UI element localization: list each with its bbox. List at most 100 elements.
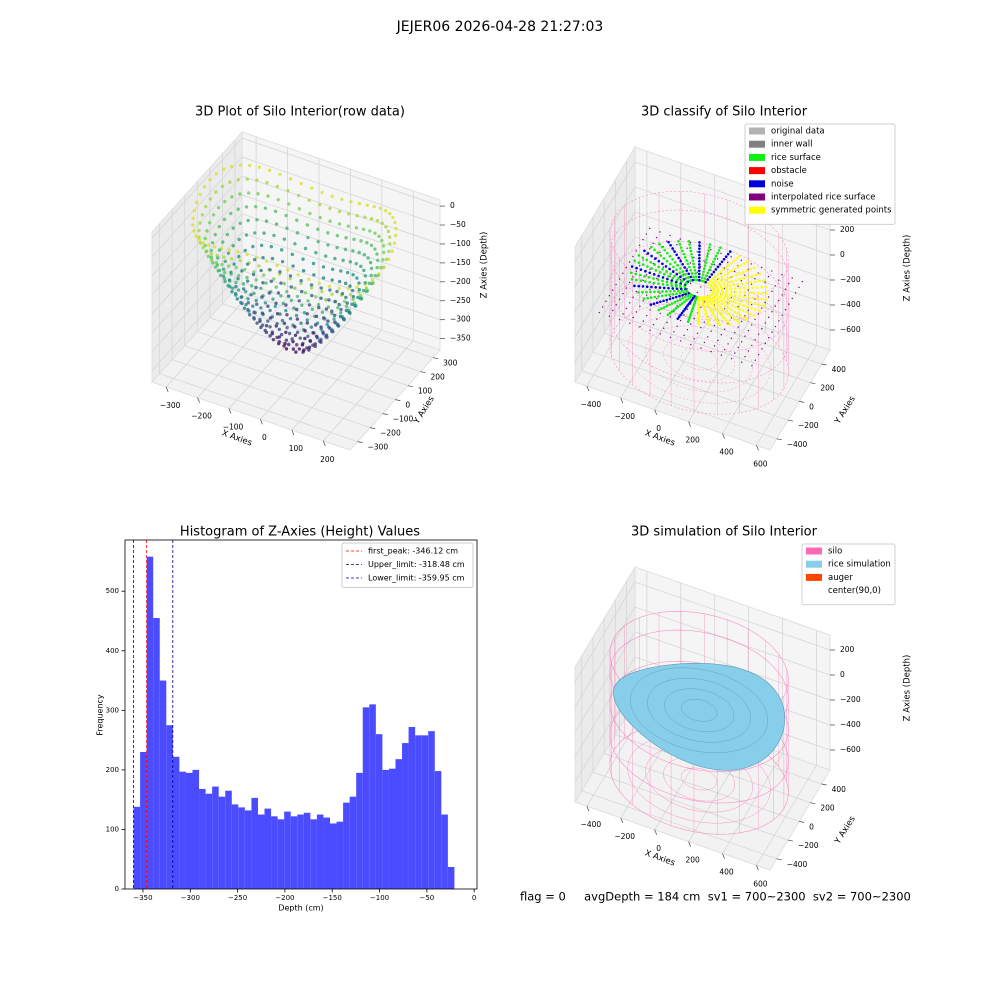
legend-swatch	[749, 193, 765, 201]
decor-point	[637, 254, 641, 257]
decor-point	[764, 301, 766, 304]
decor-point	[650, 267, 653, 270]
tick-mark	[291, 429, 295, 436]
decor-point	[671, 247, 674, 250]
decor-point	[714, 279, 717, 282]
grid-line	[722, 198, 783, 434]
decor-point	[751, 344, 753, 347]
decor-point	[351, 249, 355, 253]
decor-point	[639, 268, 643, 271]
decor-point	[327, 298, 331, 302]
decor-point	[311, 330, 315, 335]
plot-content	[598, 190, 804, 415]
decor-point	[247, 313, 252, 317]
decor-point	[313, 323, 318, 327]
decor-point	[781, 314, 783, 317]
decor-point	[704, 312, 708, 315]
decor-point	[761, 292, 764, 295]
legend-label: auger	[828, 573, 853, 583]
decor-point	[275, 184, 280, 189]
decor-point	[656, 278, 660, 281]
decor-point	[767, 296, 770, 298]
decor-point	[707, 268, 711, 272]
decor-point	[707, 305, 711, 309]
bar	[447, 866, 455, 889]
decor-point	[266, 194, 270, 198]
decor-point	[330, 267, 335, 271]
decor-point	[376, 258, 380, 263]
bar	[238, 807, 245, 889]
decor-point	[278, 312, 282, 316]
x-tick-label: −300	[181, 894, 200, 902]
decor-point	[330, 309, 334, 313]
decor-point	[722, 316, 725, 319]
decor-point	[661, 276, 665, 279]
decor-point	[351, 295, 356, 299]
decor-point	[345, 301, 349, 305]
decor-point	[306, 334, 310, 339]
decor-point	[657, 290, 660, 293]
decor-point	[362, 253, 367, 257]
decor-point	[326, 319, 330, 323]
decor-point	[737, 306, 739, 308]
decor-point	[720, 287, 724, 291]
decor-point	[758, 279, 761, 283]
decor-point	[723, 304, 727, 308]
decor-point	[348, 284, 352, 288]
decor-point	[652, 281, 656, 285]
decor-point	[327, 284, 332, 289]
decor-point	[697, 307, 701, 310]
decor-point	[365, 241, 369, 245]
legend-label: rice simulation	[828, 560, 891, 570]
decor-point	[693, 256, 695, 259]
decor-point	[717, 300, 720, 304]
decor-point	[737, 285, 739, 288]
decor-point	[220, 184, 225, 189]
decor-point	[608, 295, 611, 297]
decor-point	[225, 232, 230, 237]
decor-point	[661, 267, 664, 271]
decor-point	[312, 273, 316, 277]
decor-point	[335, 233, 340, 238]
decor-point	[686, 262, 690, 266]
decor-point	[324, 254, 328, 258]
x-tick-label: −250	[228, 894, 247, 902]
decor-point	[736, 298, 740, 301]
decor-point	[724, 310, 727, 313]
decor-point	[271, 337, 276, 342]
decor-point	[788, 283, 790, 285]
decor-point	[674, 295, 678, 299]
decor-point	[270, 332, 275, 336]
decor-point	[656, 318, 658, 320]
bar	[382, 769, 389, 889]
legend-label: obstacle	[771, 166, 807, 176]
decor-point	[628, 261, 631, 263]
decor-point	[697, 278, 701, 282]
decor-point	[703, 298, 707, 302]
decor-point	[666, 240, 668, 242]
decor-point	[706, 316, 709, 320]
decor-point	[368, 260, 373, 265]
decor-point	[752, 266, 756, 269]
decor-point	[698, 256, 701, 260]
decor-point	[705, 258, 708, 261]
decor-point	[700, 347, 702, 349]
decor-point	[201, 241, 205, 245]
decor-point	[725, 290, 729, 293]
decor-point	[333, 256, 337, 261]
grid-line	[574, 186, 831, 288]
decor-point	[282, 281, 286, 286]
decor-point	[654, 285, 658, 289]
decor-point	[300, 289, 304, 294]
decor-point	[284, 338, 289, 342]
decor-point	[279, 332, 284, 337]
y-tick-label: 300	[106, 706, 119, 714]
decor-point	[361, 227, 366, 232]
decor-point	[681, 293, 684, 297]
bar	[277, 819, 285, 889]
decor-point	[690, 310, 694, 313]
plot-content	[191, 163, 398, 354]
decor-point	[254, 255, 259, 260]
decor-point	[689, 293, 692, 296]
decor-point	[678, 294, 681, 298]
